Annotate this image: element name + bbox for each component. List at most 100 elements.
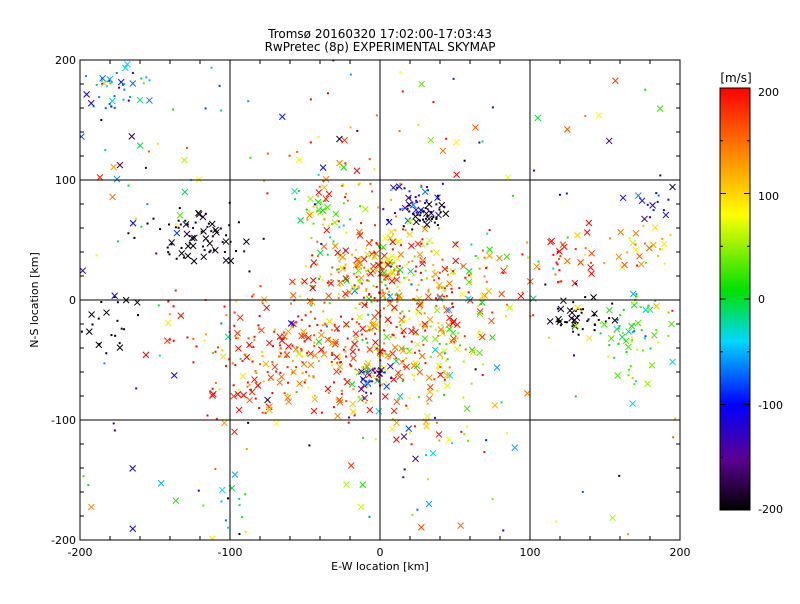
velocity-dot-marker (452, 77, 455, 80)
velocity-dot-marker (204, 333, 207, 336)
velocity-cross-marker (278, 373, 285, 381)
velocity-dot-marker (378, 380, 381, 383)
velocity-dot-marker (338, 260, 341, 263)
velocity-dot-marker (405, 263, 408, 266)
velocity-dot-marker (438, 271, 441, 274)
velocity-dot-marker (140, 77, 143, 80)
velocity-dot-marker (426, 208, 429, 211)
velocity-dot-marker (430, 250, 433, 253)
velocity-dot-marker (262, 237, 265, 240)
velocity-dot-marker (80, 330, 83, 333)
velocity-cross-marker (319, 207, 327, 214)
velocity-cross-marker (547, 238, 554, 246)
velocity-dot-marker (649, 347, 652, 350)
velocity-cross-marker (181, 156, 188, 164)
velocity-dot-marker (420, 184, 423, 187)
velocity-cross-marker (481, 292, 489, 299)
velocity-dot-marker (312, 375, 315, 378)
velocity-dot-marker (566, 236, 569, 239)
velocity-dot-marker (327, 284, 330, 287)
velocity-dot-marker (338, 165, 341, 168)
velocity-cross-marker (433, 306, 441, 314)
velocity-dot-marker (249, 388, 252, 391)
velocity-dot-marker (320, 411, 323, 414)
velocity-cross-marker (289, 278, 296, 286)
velocity-dot-marker (255, 371, 258, 374)
velocity-dot-marker (374, 371, 377, 374)
velocity-dot-marker (291, 344, 294, 347)
velocity-dot-marker (411, 228, 414, 231)
velocity-dot-marker (399, 71, 402, 74)
velocity-dot-marker (555, 520, 558, 523)
velocity-cross-marker (300, 332, 308, 339)
velocity-dot-marker (389, 269, 392, 272)
velocity-dot-marker (468, 274, 471, 277)
velocity-dot-marker (300, 349, 303, 352)
velocity-dot-marker (168, 313, 171, 316)
velocity-dot-marker (552, 253, 555, 256)
velocity-dot-marker (633, 330, 636, 333)
velocity-cross-marker (498, 290, 506, 298)
velocity-cross-marker (414, 240, 422, 248)
velocity-dot-marker (617, 327, 620, 330)
velocity-cross-marker (246, 396, 253, 404)
velocity-cross-marker (559, 241, 567, 248)
velocity-dot-marker (426, 277, 429, 280)
velocity-dot-marker (290, 326, 293, 329)
velocity-cross-marker (383, 333, 391, 341)
velocity-cross-marker (296, 380, 304, 387)
y-tick-label: 200 (55, 54, 76, 67)
velocity-dot-marker (246, 385, 249, 388)
velocity-cross-marker (395, 238, 403, 245)
velocity-dot-marker (410, 340, 413, 343)
velocity-cross-marker (287, 319, 295, 327)
velocity-cross-marker (423, 422, 431, 430)
velocity-cross-marker (500, 267, 507, 274)
velocity-dot-marker (369, 321, 372, 324)
velocity-cross-marker (632, 229, 640, 237)
velocity-cross-marker (421, 322, 429, 330)
velocity-dot-marker (358, 232, 361, 235)
velocity-cross-marker (343, 378, 351, 386)
velocity-cross-marker (577, 259, 584, 266)
velocity-dot-marker (338, 284, 341, 287)
velocity-dot-marker (331, 364, 334, 367)
velocity-cross-marker (349, 400, 357, 408)
velocity-dot-marker (435, 216, 438, 219)
velocity-dot-marker (215, 417, 218, 420)
velocity-dot-marker (301, 372, 304, 375)
velocity-cross-marker (314, 198, 322, 206)
velocity-cross-marker (421, 335, 429, 342)
velocity-dot-marker (140, 225, 143, 228)
velocity-dot-marker (483, 450, 486, 453)
velocity-dot-marker (655, 329, 658, 332)
velocity-cross-marker (363, 379, 371, 386)
velocity-cross-marker (489, 334, 496, 341)
velocity-dot-marker (395, 357, 398, 360)
velocity-dot-marker (352, 388, 355, 391)
velocity-dot-marker (630, 340, 633, 343)
velocity-dot-marker (408, 210, 411, 213)
velocity-cross-marker (395, 292, 403, 299)
velocity-dot-marker (333, 243, 336, 246)
velocity-dot-marker (403, 315, 406, 318)
velocity-dot-marker (401, 90, 404, 93)
velocity-cross-marker (356, 259, 364, 267)
velocity-dot-marker (452, 270, 455, 273)
velocity-dot-marker (233, 324, 236, 327)
velocity-cross-marker (649, 202, 656, 209)
velocity-cross-marker (295, 350, 303, 358)
velocity-cross-marker (436, 350, 444, 358)
velocity-dot-marker (505, 432, 508, 435)
velocity-dot-marker (469, 281, 472, 284)
velocity-dot-marker (412, 374, 415, 377)
velocity-dot-marker (458, 248, 461, 251)
velocity-cross-marker (170, 372, 178, 379)
velocity-dot-marker (285, 355, 288, 358)
velocity-cross-marker (478, 333, 486, 341)
velocity-dot-marker (466, 425, 469, 428)
velocity-cross-marker (142, 351, 150, 359)
velocity-cross-marker (219, 353, 227, 360)
velocity-dot-marker (362, 436, 365, 439)
velocity-cross-marker (291, 187, 298, 195)
